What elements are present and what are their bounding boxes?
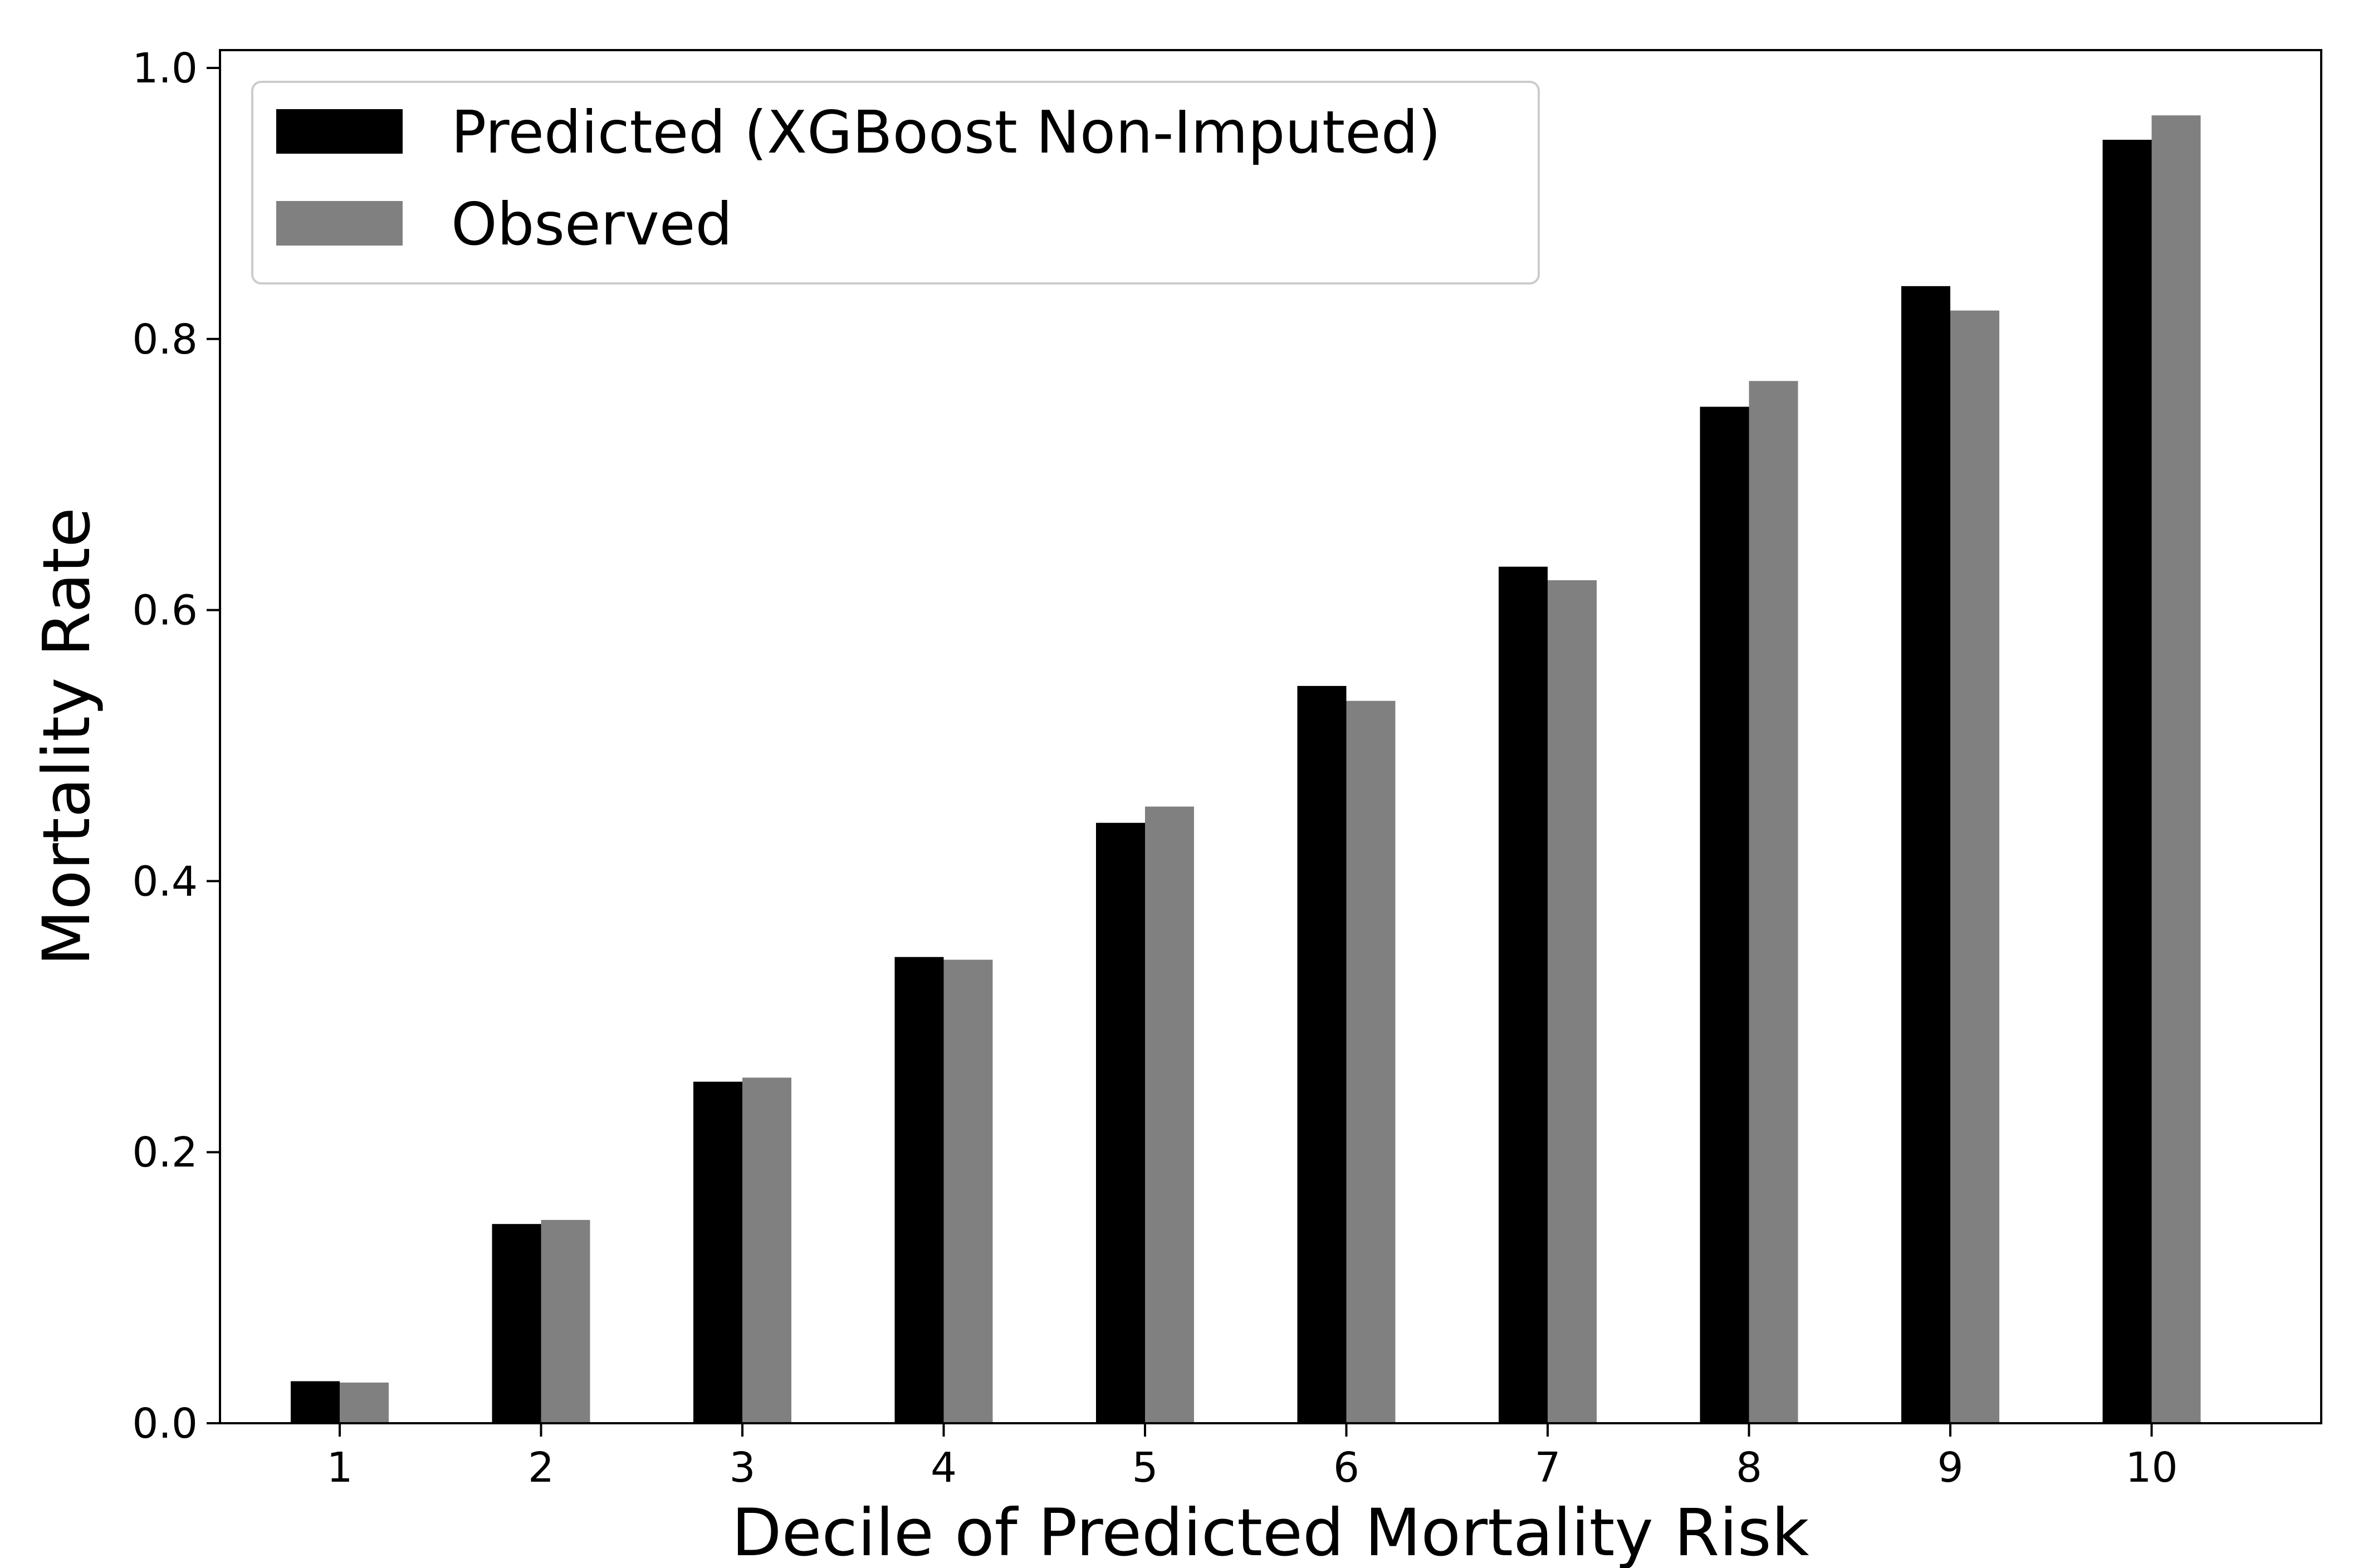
x-tick-label: 6 <box>1333 1444 1359 1492</box>
bar-observed-4 <box>943 959 993 1423</box>
y-axis-ticks: 0.0 0.2 0.4 0.6 0.8 1.0 <box>132 45 220 1448</box>
x-axis-label: Decile of Predicted Mortality Risk <box>731 1494 1809 1568</box>
y-tick-label: 0.4 <box>132 857 198 905</box>
bar-predicted-6 <box>1297 685 1347 1423</box>
bar-predicted-9 <box>1901 286 1950 1423</box>
bar-observed-8 <box>1749 381 1798 1423</box>
bar-predicted-5 <box>1096 822 1145 1423</box>
bar-predicted-10 <box>2102 140 2152 1424</box>
legend-swatch-predicted <box>276 109 403 154</box>
y-tick-label: 0.2 <box>132 1129 198 1177</box>
bar-predicted-3 <box>693 1081 742 1423</box>
legend-swatch-observed <box>276 201 403 246</box>
bar-predicted-8 <box>1700 406 1749 1423</box>
x-tick-label: 4 <box>931 1444 957 1492</box>
y-tick-label: 0.6 <box>132 587 198 635</box>
y-tick-label: 1.0 <box>132 45 198 92</box>
bar-observed-10 <box>2151 115 2201 1424</box>
x-axis-ticks: 1 2 3 4 5 6 7 8 9 10 <box>326 1423 2178 1492</box>
legend: Predicted (XGBoost Non-Imputed) Observed <box>251 81 1540 285</box>
bar-predicted-1 <box>291 1381 340 1423</box>
bar-predicted-4 <box>894 957 944 1423</box>
bar-observed-3 <box>742 1077 791 1423</box>
x-tick-label: 7 <box>1534 1444 1560 1492</box>
x-tick-label: 9 <box>1937 1444 1963 1492</box>
x-tick-label: 8 <box>1736 1444 1762 1492</box>
y-tick-label: 0.0 <box>132 1400 198 1448</box>
bar-observed-7 <box>1548 580 1597 1423</box>
bar-predicted-2 <box>492 1224 541 1423</box>
x-tick-label: 3 <box>729 1444 755 1492</box>
bar-observed-9 <box>1950 310 1999 1423</box>
y-tick-label: 0.8 <box>132 316 198 364</box>
x-tick-label: 5 <box>1132 1444 1158 1492</box>
bar-observed-6 <box>1346 700 1396 1423</box>
y-axis-label: Mortality Rate <box>28 507 105 966</box>
bar-observed-2 <box>541 1219 590 1423</box>
legend-label-predicted: Predicted (XGBoost Non-Imputed) <box>451 99 1441 166</box>
bar-observed-1 <box>340 1382 389 1423</box>
x-tick-label: 1 <box>326 1444 353 1492</box>
bar-observed-5 <box>1145 806 1194 1423</box>
legend-label-observed: Observed <box>451 190 732 258</box>
bars-layer <box>291 115 2201 1424</box>
x-tick-label: 10 <box>2125 1444 2178 1492</box>
x-tick-label: 2 <box>528 1444 554 1492</box>
legend-box <box>251 81 1540 285</box>
plot-area-frame <box>219 49 2322 1424</box>
bar-predicted-7 <box>1499 566 1548 1424</box>
